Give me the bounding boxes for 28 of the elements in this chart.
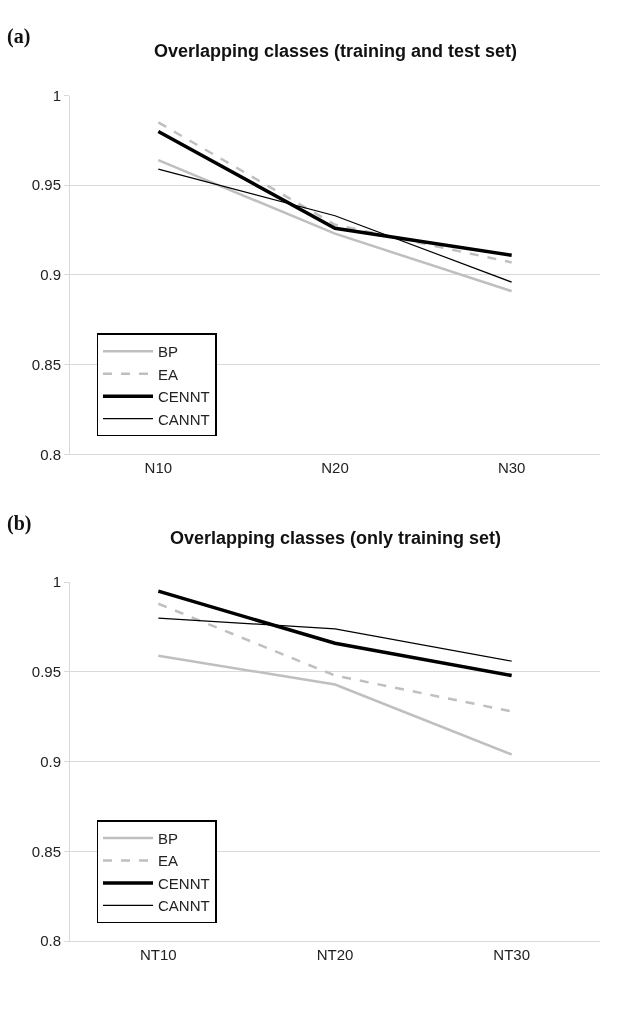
y-tick-label: 0.85 <box>31 355 61 373</box>
x-tick-label: N20 <box>321 459 349 477</box>
x-tick-label: N10 <box>144 459 173 477</box>
y-tick-label: 0.8 <box>40 445 61 463</box>
x-tick-label: NT30 <box>493 946 531 964</box>
y-tick-label: 0.8 <box>40 932 61 950</box>
y-tick-label: 0.85 <box>31 842 61 860</box>
legend-label: EA <box>158 852 179 870</box>
legend-label: CANNT <box>158 410 210 428</box>
chart-title: Overlapping classes (training and test set) <box>154 41 518 61</box>
y-tick-label: 1 <box>52 86 61 104</box>
y-tick-label: 0.95 <box>31 663 61 681</box>
legend-label: BP <box>158 829 179 847</box>
legend-label: EA <box>158 365 179 383</box>
y-tick-label: 1 <box>52 573 61 591</box>
text: (a) <box>7 25 31 48</box>
chart-title: Overlapping classes (only training set) <box>170 528 502 548</box>
legend-label: CENNT <box>158 874 210 892</box>
x-tick-label: NT10 <box>139 946 177 964</box>
legend-label: CANNT <box>158 897 210 915</box>
y-tick-label: 0.9 <box>40 752 61 770</box>
legend-label: CENNT <box>158 388 210 406</box>
y-tick-label: 0.95 <box>31 176 61 194</box>
text: (b) <box>7 512 32 535</box>
legend-label: BP <box>158 343 179 361</box>
x-tick-label: N30 <box>497 459 526 477</box>
y-tick-label: 0.9 <box>40 266 61 284</box>
x-tick-label: NT20 <box>316 946 354 964</box>
